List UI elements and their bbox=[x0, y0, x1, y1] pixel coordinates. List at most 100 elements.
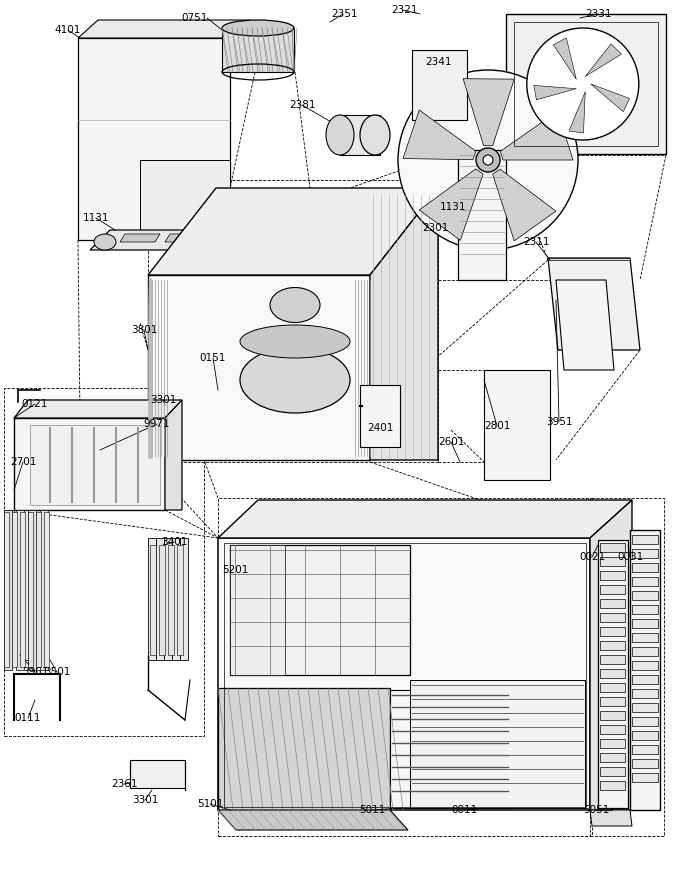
Polygon shape bbox=[590, 810, 632, 826]
Bar bbox=[632, 591, 658, 600]
Text: 3961: 3961 bbox=[22, 667, 48, 677]
Ellipse shape bbox=[94, 234, 116, 250]
Polygon shape bbox=[16, 510, 24, 670]
Polygon shape bbox=[180, 538, 188, 660]
Circle shape bbox=[476, 148, 500, 172]
Polygon shape bbox=[591, 84, 630, 112]
Text: 1131: 1131 bbox=[83, 213, 109, 223]
Bar bbox=[600, 753, 625, 762]
Bar bbox=[632, 563, 658, 572]
Polygon shape bbox=[492, 169, 556, 241]
Text: 2311: 2311 bbox=[523, 237, 549, 247]
Polygon shape bbox=[500, 111, 573, 160]
Bar bbox=[632, 577, 658, 586]
Bar bbox=[150, 545, 156, 655]
Text: 2301: 2301 bbox=[422, 223, 448, 233]
Bar bbox=[600, 767, 625, 776]
Circle shape bbox=[527, 28, 639, 140]
Polygon shape bbox=[156, 538, 164, 660]
Polygon shape bbox=[210, 234, 250, 242]
Bar bbox=[230, 545, 410, 675]
Text: 2381: 2381 bbox=[289, 100, 316, 110]
Ellipse shape bbox=[326, 115, 354, 155]
Ellipse shape bbox=[240, 347, 350, 413]
Bar bbox=[412, 50, 467, 120]
Bar bbox=[632, 619, 658, 628]
Polygon shape bbox=[506, 14, 666, 154]
Text: 2801: 2801 bbox=[483, 421, 510, 431]
Polygon shape bbox=[90, 230, 330, 250]
Bar bbox=[632, 647, 658, 656]
Ellipse shape bbox=[360, 115, 390, 155]
Text: 2361: 2361 bbox=[111, 779, 137, 789]
Bar bbox=[458, 150, 506, 280]
Polygon shape bbox=[78, 20, 250, 38]
Polygon shape bbox=[40, 510, 48, 670]
Text: 2701: 2701 bbox=[10, 457, 36, 467]
Polygon shape bbox=[370, 188, 438, 460]
Polygon shape bbox=[4, 510, 14, 660]
Bar bbox=[600, 725, 625, 734]
Text: 0111: 0111 bbox=[15, 713, 41, 723]
Text: 3801: 3801 bbox=[131, 325, 157, 335]
Polygon shape bbox=[255, 234, 295, 242]
Bar bbox=[390, 690, 510, 808]
Text: 2401: 2401 bbox=[367, 423, 393, 433]
Bar bbox=[600, 543, 625, 552]
Text: 0751: 0751 bbox=[182, 13, 208, 23]
Polygon shape bbox=[28, 510, 36, 670]
Bar bbox=[340, 115, 380, 155]
Bar bbox=[632, 661, 658, 670]
Polygon shape bbox=[218, 538, 590, 810]
Polygon shape bbox=[420, 169, 483, 240]
Ellipse shape bbox=[270, 288, 320, 322]
Bar bbox=[159, 545, 165, 655]
Polygon shape bbox=[463, 78, 514, 146]
Polygon shape bbox=[172, 538, 180, 660]
Text: 0151: 0151 bbox=[200, 353, 226, 363]
Polygon shape bbox=[590, 500, 632, 810]
Bar bbox=[600, 739, 625, 748]
Polygon shape bbox=[165, 400, 182, 510]
Bar bbox=[632, 535, 658, 544]
Bar bbox=[36, 512, 41, 667]
Bar bbox=[410, 680, 585, 808]
Text: 0021: 0021 bbox=[579, 552, 605, 562]
Polygon shape bbox=[140, 160, 230, 240]
Bar bbox=[230, 545, 285, 675]
Polygon shape bbox=[569, 92, 585, 133]
Polygon shape bbox=[554, 38, 577, 79]
Polygon shape bbox=[534, 85, 577, 99]
Polygon shape bbox=[148, 538, 156, 660]
Bar bbox=[484, 370, 550, 480]
Bar bbox=[4, 512, 9, 667]
Bar bbox=[600, 711, 625, 720]
Bar bbox=[600, 557, 625, 566]
Bar bbox=[600, 627, 625, 636]
Bar bbox=[600, 697, 625, 706]
Bar bbox=[130, 760, 185, 788]
Polygon shape bbox=[585, 44, 622, 77]
Polygon shape bbox=[403, 110, 476, 160]
Polygon shape bbox=[164, 538, 172, 660]
Bar bbox=[600, 655, 625, 664]
Bar bbox=[600, 669, 625, 678]
Bar bbox=[600, 613, 625, 622]
Polygon shape bbox=[30, 425, 160, 505]
Bar bbox=[632, 703, 658, 712]
Text: 4101: 4101 bbox=[55, 25, 81, 35]
Bar bbox=[4, 388, 204, 736]
Ellipse shape bbox=[240, 325, 350, 358]
Polygon shape bbox=[218, 688, 390, 810]
Text: 0031: 0031 bbox=[617, 552, 643, 562]
Text: 3401: 3401 bbox=[160, 537, 187, 547]
Bar bbox=[360, 385, 400, 447]
Polygon shape bbox=[218, 500, 632, 538]
Bar bbox=[20, 512, 25, 667]
Bar bbox=[218, 498, 592, 836]
Text: 3301: 3301 bbox=[132, 795, 158, 805]
Bar bbox=[632, 773, 658, 782]
Polygon shape bbox=[14, 400, 182, 418]
Text: 3951: 3951 bbox=[546, 417, 573, 427]
Polygon shape bbox=[548, 258, 630, 260]
